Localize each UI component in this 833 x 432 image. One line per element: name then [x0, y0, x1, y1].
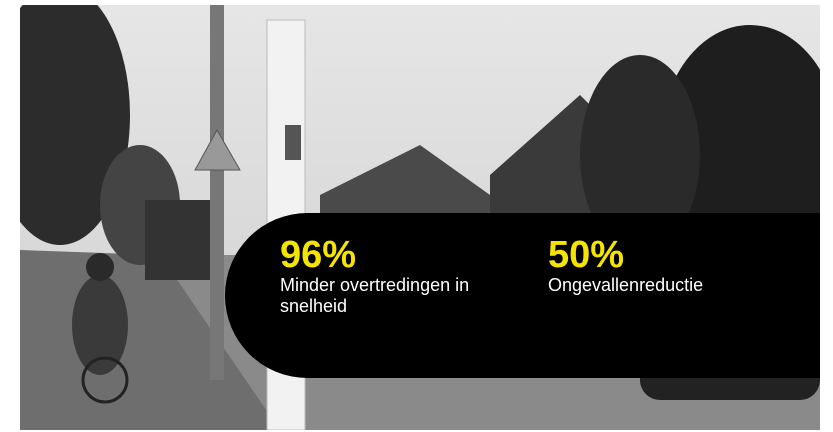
stat-label: Ongevallenreductie [548, 275, 704, 295]
stats-panel: 96% Minder overtredingen in snelheid 50%… [225, 213, 820, 378]
stat: 50% Ongevallenreductie [548, 235, 748, 296]
stat-value: 96% [280, 234, 357, 276]
stat-label: Minder overtredingen in snelheid [280, 275, 470, 316]
stat-value: 50% [548, 234, 625, 276]
stat: 96% Minder overtredingen in snelheid [280, 235, 480, 317]
